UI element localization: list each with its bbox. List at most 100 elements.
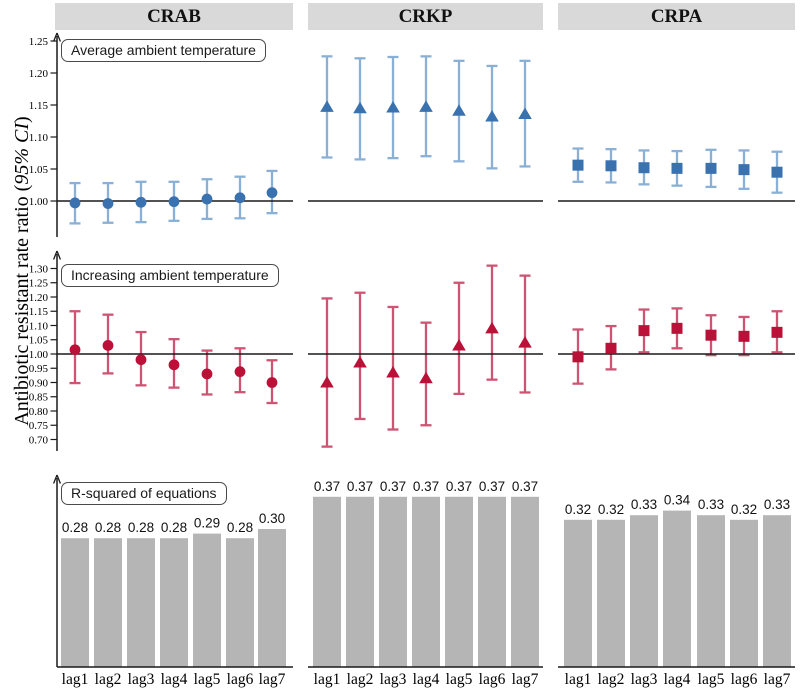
bar [193, 533, 221, 667]
data-point-square [671, 162, 683, 174]
x-tick-label: lag3 [631, 671, 658, 688]
data-point-square [738, 164, 750, 176]
y-tick-label: 1.05 [29, 335, 49, 347]
x-tick-label: lag3 [128, 671, 155, 688]
bar [478, 496, 506, 667]
x-tick-label: lag1 [565, 671, 592, 688]
y-tick-label: 0.95 [29, 363, 49, 375]
bar-value-label: 0.28 [128, 520, 154, 535]
bar-value-label: 0.33 [764, 497, 790, 512]
x-tick-label: lag2 [598, 671, 625, 688]
y-axis-row1-arrow [56, 32, 62, 42]
bar-value-label: 0.32 [565, 502, 591, 517]
x-tick-label: lag7 [259, 671, 286, 688]
bar-value-label: 0.28 [62, 520, 88, 535]
data-point-square [705, 162, 717, 174]
bar-value-label: 0.37 [347, 479, 373, 494]
bar [511, 496, 539, 667]
x-tick-label: lag3 [380, 671, 407, 688]
bar [630, 515, 658, 667]
y-tick-label: 1.00 [29, 196, 49, 208]
data-point-square [671, 322, 683, 334]
bar-value-label: 0.28 [227, 520, 253, 535]
panel-header-crab: CRAB [55, 3, 293, 30]
data-point-circle [69, 344, 81, 356]
bar-value-label: 0.37 [446, 479, 472, 494]
data-point-square [638, 325, 650, 337]
y-axis-row2-arrow [56, 250, 62, 260]
data-point-triangle [320, 100, 334, 112]
data-point-circle [135, 354, 147, 366]
data-point-circle [135, 196, 147, 208]
data-point-circle [201, 193, 213, 205]
bar-value-label: 0.28 [161, 520, 187, 535]
y-tick-label: 0.90 [29, 377, 49, 389]
data-point-square [572, 351, 584, 363]
annotation-average-temperature: Average ambient temperature [61, 39, 266, 62]
y-tick-label: 1.10 [29, 132, 49, 144]
data-point-square [605, 342, 617, 354]
bar [313, 496, 341, 667]
annotation-increasing-temperature: Increasing ambient temperature [61, 264, 279, 287]
x-tick-label: lag5 [446, 671, 473, 688]
bar [61, 538, 89, 667]
bar [346, 496, 374, 667]
bar-value-label: 0.34 [664, 493, 691, 508]
bar-value-label: 0.37 [380, 479, 406, 494]
data-point-triangle [419, 100, 433, 112]
bar-value-label: 0.37 [314, 479, 340, 494]
x-tick-label: lag5 [194, 671, 221, 688]
bar [564, 519, 592, 667]
bar [663, 510, 691, 667]
data-point-triangle [386, 366, 400, 378]
data-point-triangle [452, 104, 466, 116]
data-point-circle [168, 359, 180, 371]
data-point-triangle [353, 101, 367, 114]
bar [160, 538, 188, 667]
x-tick-label: lag7 [764, 671, 791, 688]
y-tick-label: 0.85 [29, 392, 49, 404]
data-point-square [572, 159, 584, 171]
data-point-triangle [518, 107, 532, 119]
x-tick-label: lag1 [62, 671, 89, 688]
data-point-triangle [419, 371, 433, 384]
data-point-circle [266, 187, 278, 199]
data-point-square [771, 326, 783, 338]
y-axis-row3-arrow [52, 474, 58, 484]
data-point-circle [168, 196, 180, 208]
bar-value-label: 0.32 [731, 502, 757, 517]
data-point-square [705, 329, 717, 341]
y-tick-label: 1.25 [29, 278, 49, 290]
x-tick-label: lag6 [479, 671, 506, 688]
annotation-r-squared: R-squared of equations [61, 482, 227, 505]
data-point-triangle [485, 321, 499, 334]
x-tick-label: lag1 [314, 671, 341, 688]
bar [226, 538, 254, 667]
data-point-square [738, 330, 750, 342]
y-tick-label: 1.05 [29, 164, 49, 176]
data-point-circle [234, 192, 246, 204]
bar-value-label: 0.37 [479, 479, 505, 494]
y-tick-label: 1.15 [29, 306, 49, 318]
x-tick-label: lag6 [227, 671, 254, 688]
y-axis-row1-arrow [52, 32, 58, 42]
x-tick-label: lag4 [664, 671, 691, 688]
bar-value-label: 0.37 [512, 479, 538, 494]
x-tick-label: lag7 [512, 671, 539, 688]
data-point-circle [102, 340, 114, 351]
x-tick-label: lag4 [161, 671, 188, 688]
data-point-circle [69, 197, 81, 209]
bar [697, 515, 725, 667]
x-tick-label: lag4 [413, 671, 440, 688]
bar [412, 496, 440, 667]
y-tick-label: 1.00 [29, 349, 49, 361]
panel-header-crkp: CRKP [308, 3, 543, 30]
y-tick-label: 1.15 [29, 100, 49, 112]
data-point-square [605, 160, 617, 172]
bar-value-label: 0.37 [413, 479, 439, 494]
data-point-circle [102, 198, 114, 209]
panel-header-crpa: CRPA [558, 3, 795, 30]
y-tick-label: 0.80 [29, 406, 49, 418]
